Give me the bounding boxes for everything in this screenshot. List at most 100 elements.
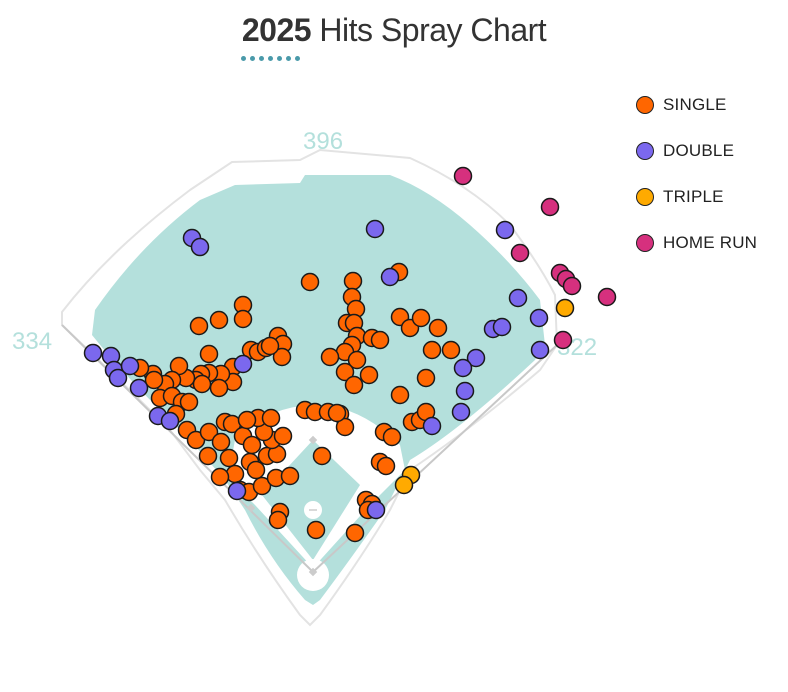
- hit-dot-single[interactable]: [359, 365, 379, 385]
- hit-dot-single[interactable]: [189, 316, 209, 336]
- hit-dot-single[interactable]: [441, 340, 461, 360]
- hit-dot-single[interactable]: [343, 271, 363, 291]
- hit-dot-single[interactable]: [376, 456, 396, 476]
- hit-dot-double[interactable]: [129, 378, 149, 398]
- hit-dot-single[interactable]: [260, 336, 280, 356]
- distance-center-field: 396: [303, 128, 343, 155]
- hit-dot-single[interactable]: [335, 417, 355, 437]
- hit-dot-single[interactable]: [242, 435, 262, 455]
- hit-dot-single[interactable]: [246, 460, 266, 480]
- hit-dot-single[interactable]: [268, 510, 288, 530]
- hit-dot-double[interactable]: [455, 381, 475, 401]
- legend-item-home-run[interactable]: HOME RUN: [636, 220, 757, 266]
- legend: SINGLE DOUBLE TRIPLE HOME RUN: [636, 82, 757, 266]
- hit-dot-single[interactable]: [237, 410, 257, 430]
- hit-dot-double[interactable]: [529, 308, 549, 328]
- hit-dot-double[interactable]: [160, 411, 180, 431]
- hit-dot-single[interactable]: [344, 375, 364, 395]
- hit-dot-single[interactable]: [199, 344, 219, 364]
- hit-dot-single[interactable]: [390, 385, 410, 405]
- hit-dot-double[interactable]: [108, 368, 128, 388]
- hit-dot-single[interactable]: [347, 350, 367, 370]
- hit-dot-double[interactable]: [466, 348, 486, 368]
- hit-dot-single[interactable]: [252, 476, 272, 496]
- hit-dot-double[interactable]: [83, 343, 103, 363]
- hit-dot-double[interactable]: [120, 356, 140, 376]
- outfield-grass: [92, 175, 545, 605]
- hit-dot-single[interactable]: [411, 308, 431, 328]
- hits-layer: [83, 166, 617, 543]
- hit-dot-double[interactable]: [366, 500, 386, 520]
- hit-dot-single[interactable]: [382, 427, 402, 447]
- hit-dot-single[interactable]: [306, 520, 326, 540]
- hit-dot-single[interactable]: [273, 426, 293, 446]
- legend-label: DOUBLE: [663, 141, 735, 160]
- hit-dot-single[interactable]: [225, 464, 245, 484]
- hit-dot-double[interactable]: [227, 481, 247, 501]
- hit-dot-triple[interactable]: [394, 475, 414, 495]
- hit-dot-single[interactable]: [320, 347, 340, 367]
- hit-dot-single[interactable]: [209, 310, 229, 330]
- single-swatch-icon: [636, 96, 654, 114]
- hit-dot-double[interactable]: [508, 288, 528, 308]
- hit-dot-home-run[interactable]: [510, 243, 530, 263]
- hit-dot-single[interactable]: [179, 392, 199, 412]
- hit-dot-double[interactable]: [453, 358, 473, 378]
- hit-dot-home-run[interactable]: [540, 197, 560, 217]
- hit-dot-single[interactable]: [192, 374, 212, 394]
- third-base: [246, 503, 256, 513]
- hit-dot-double[interactable]: [530, 340, 550, 360]
- second-base: [308, 435, 318, 445]
- hit-dot-single[interactable]: [211, 432, 231, 452]
- hit-dot-single[interactable]: [300, 272, 320, 292]
- hit-dot-single[interactable]: [261, 408, 281, 428]
- hit-dot-single[interactable]: [272, 347, 292, 367]
- hit-dot-single[interactable]: [233, 309, 253, 329]
- distance-left-field: 334: [12, 328, 52, 355]
- hit-dot-single[interactable]: [416, 368, 436, 388]
- home-run-swatch-icon: [636, 234, 654, 252]
- legend-item-triple[interactable]: TRIPLE: [636, 174, 757, 220]
- hit-dot-triple[interactable]: [555, 298, 575, 318]
- hit-dot-single[interactable]: [335, 362, 355, 382]
- legend-item-single[interactable]: SINGLE: [636, 82, 757, 128]
- hit-dot-single[interactable]: [219, 448, 239, 468]
- chart-title: 2025 Hits Spray Chart: [0, 12, 788, 49]
- hit-dot-double[interactable]: [380, 267, 400, 287]
- hit-dot-single[interactable]: [345, 523, 365, 543]
- left-foul-line: [61, 324, 314, 573]
- hit-dot-single[interactable]: [144, 370, 164, 390]
- legend-label: SINGLE: [663, 95, 727, 114]
- hit-dot-single[interactable]: [422, 340, 442, 360]
- hit-dot-home-run[interactable]: [453, 166, 473, 186]
- hit-dot-single[interactable]: [209, 378, 229, 398]
- legend-item-double[interactable]: DOUBLE: [636, 128, 757, 174]
- hit-dot-single[interactable]: [198, 446, 218, 466]
- double-swatch-icon: [636, 142, 654, 160]
- hit-dot-double[interactable]: [365, 219, 385, 239]
- hit-dot-single[interactable]: [199, 422, 219, 442]
- home-plate: [308, 567, 318, 577]
- hit-dot-double[interactable]: [422, 416, 442, 436]
- legend-label: TRIPLE: [663, 187, 724, 206]
- title-underline-dots: [241, 56, 300, 62]
- hit-dot-single[interactable]: [370, 330, 390, 350]
- hit-dot-double[interactable]: [190, 237, 210, 257]
- hit-dot-home-run[interactable]: [553, 330, 573, 350]
- hit-dot-single[interactable]: [312, 446, 332, 466]
- chart-title-text: Hits Spray Chart: [311, 12, 547, 48]
- hit-dot-double[interactable]: [451, 402, 471, 422]
- hit-dot-double[interactable]: [492, 317, 512, 337]
- hit-dot-single[interactable]: [428, 318, 448, 338]
- hit-dot-double[interactable]: [495, 220, 515, 240]
- legend-label: HOME RUN: [663, 233, 758, 252]
- hit-dot-single[interactable]: [280, 466, 300, 486]
- hit-dot-double[interactable]: [233, 354, 253, 374]
- hit-dot-home-run[interactable]: [597, 287, 617, 307]
- triple-swatch-icon: [636, 188, 654, 206]
- hit-dot-single[interactable]: [327, 403, 347, 423]
- hit-dot-home-run[interactable]: [562, 276, 582, 296]
- chart-title-year: 2025: [241, 12, 312, 48]
- hit-dot-single[interactable]: [210, 467, 230, 487]
